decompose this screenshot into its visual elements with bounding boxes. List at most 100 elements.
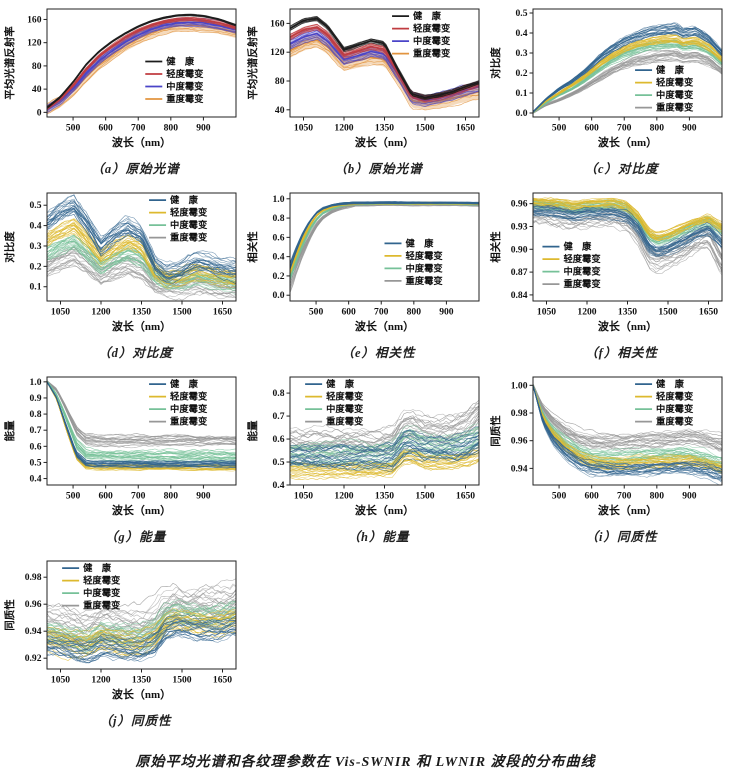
plot-area: [533, 22, 722, 114]
x-tick-label: 800: [650, 491, 665, 502]
y-axis-label: 能量: [3, 420, 16, 441]
legend-label: 中度霉变: [83, 587, 121, 599]
subplot-i-svg: 500 600 700 800 900 0.94 0.96 0.98 1.00 波长（nm） 同质性…: [489, 376, 723, 517]
y-tick-label: 120: [27, 38, 42, 49]
subplot-h-caption: （h）能量: [347, 530, 410, 544]
plot-area: [533, 383, 722, 485]
subplot-h-svg: 1050 1200 1350 1500 1650 0.4 0.5 0.6 0.7 0.8 波长（nm…: [246, 376, 480, 517]
y-tick-label: 40: [275, 105, 285, 116]
x-tick-label: 1500: [172, 307, 191, 318]
legend-label: 健 康: [656, 378, 685, 390]
x-tick-label: 500: [309, 307, 324, 318]
y-tick-label: 0.2: [516, 68, 528, 79]
legend-label: 中度霉变: [170, 219, 208, 231]
legend-label: 轻度霉变: [326, 391, 364, 403]
legend-label: 中度霉变: [656, 89, 694, 101]
x-tick-label: 1050: [537, 307, 556, 318]
x-tick-label: 700: [374, 307, 389, 318]
legend-label: 重度霉变: [413, 48, 451, 60]
y-axis-label: 能量: [246, 420, 259, 441]
subplot-g-caption: （g）能量: [104, 530, 167, 544]
x-tick-label: 1350: [375, 491, 394, 502]
y-tick-label: 120: [270, 47, 285, 58]
subplot-e: 500 600 700 800 900 0.0 0.2 0.4 0.6 0.8 1.0 波长（nm） 相…: [243, 186, 486, 370]
x-tick-label: 1200: [334, 491, 353, 502]
y-tick-label: 0.1: [30, 282, 42, 293]
y-tick-label: 40: [32, 84, 42, 95]
legend-label: 健 康: [170, 378, 199, 390]
legend-label: 中度霉变: [413, 35, 451, 47]
y-tick-label: 0.1: [516, 88, 528, 99]
x-tick-label: 700: [131, 491, 146, 502]
x-tick-label: 900: [196, 123, 211, 134]
y-tick-label: 0.94: [25, 626, 42, 637]
x-tick-label: 1650: [456, 491, 475, 502]
x-tick-label: 1050: [51, 675, 70, 686]
legend-label: 轻度霉变: [413, 23, 451, 35]
plot-area: [290, 201, 479, 293]
x-axis-label: 波长（nm）: [598, 319, 657, 333]
legend-label: 健 康: [406, 237, 435, 249]
subplot-d-svg: 1050 1200 1350 1500 1650 0.1 0.2 0.3 0.4 0.5 波长（nm…: [3, 192, 237, 333]
legend-label: 重度霉变: [326, 416, 364, 428]
subplot-j: 1050 1200 1350 1500 1650 0.92 0.94 0.96 0.98 波长（n…: [0, 554, 243, 738]
x-tick-label: 1200: [577, 307, 596, 318]
subplot-d: 1050 1200 1350 1500 1650 0.1 0.2 0.3 0.4 0.5 波长（nm…: [0, 186, 243, 370]
x-tick-label: 1200: [334, 123, 353, 134]
subplot-a-svg: 500 600 700 800 900 0 40 80 120 160 波长（nm） 平均光谱反射率 健…: [3, 8, 237, 149]
y-tick-label: 0.94: [511, 463, 528, 474]
y-tick-label: 0.93: [511, 221, 528, 232]
legend-label: 重度霉变: [83, 600, 121, 612]
y-axis-label: 平均光谱反射率: [3, 26, 16, 100]
legend-label: 中度霉变: [563, 266, 601, 278]
x-tick-label: 800: [407, 307, 422, 318]
subplot-b-caption: （b）原始光谱: [334, 162, 423, 176]
y-tick-label: 1.0: [30, 377, 42, 388]
x-tick-label: 1050: [51, 307, 70, 318]
x-tick-label: 800: [164, 123, 179, 134]
y-axis-label: 对比度: [489, 47, 502, 79]
subplot-e-svg: 500 600 700 800 900 0.0 0.2 0.4 0.6 0.8 1.0 波长（nm） 相…: [246, 192, 480, 333]
subplot-j-caption: （j）同质性: [99, 714, 172, 728]
y-tick-label: 0.4: [516, 28, 528, 39]
y-tick-label: 0.0: [273, 290, 285, 301]
x-tick-label: 500: [552, 123, 567, 134]
plot-area: [47, 380, 236, 472]
x-axis-label: 波长（nm）: [355, 503, 414, 517]
x-axis-label: 波长（nm）: [598, 135, 657, 149]
y-tick-label: 0.4: [30, 474, 42, 485]
y-tick-label: 160: [270, 18, 285, 29]
x-tick-label: 1500: [415, 123, 434, 134]
plot-area: [47, 13, 236, 115]
y-tick-label: 0.8: [273, 213, 285, 224]
legend-label: 重度霉变: [170, 416, 208, 428]
subplot-c-caption: （c）对比度: [584, 162, 659, 176]
y-tick-label: 0.9: [30, 393, 42, 404]
legend-label: 中度霉变: [326, 403, 364, 415]
y-tick-label: 0.7: [273, 411, 285, 422]
legend-label: 健 康: [83, 562, 112, 574]
subplot-j-svg: 1050 1200 1350 1500 1650 0.92 0.94 0.96 0.98 波长（n…: [3, 560, 237, 701]
legend-label: 健 康: [166, 56, 195, 68]
legend-label: 中度霉变: [170, 403, 208, 415]
y-tick-label: 80: [32, 61, 42, 72]
y-tick-label: 80: [275, 76, 285, 87]
y-axis-label: 同质性: [3, 599, 16, 631]
x-tick-label: 700: [617, 123, 632, 134]
x-tick-label: 900: [439, 307, 454, 318]
x-tick-label: 1050: [294, 491, 313, 502]
legend-label: 健 康: [656, 64, 685, 76]
x-tick-label: 1500: [415, 491, 434, 502]
subplot-c: 500 600 700 800 900 0.0 0.1 0.2 0.3 0.4 0.5 波长（nm） 对…: [486, 2, 729, 186]
subplot-g-svg: 500 600 700 800 900 0.4 0.5 0.6 0.7 0.8 0.9 1.0 波长（n…: [3, 376, 237, 517]
x-tick-label: 1650: [213, 675, 232, 686]
legend-label: 健 康: [563, 241, 592, 253]
charts-grid: 500 600 700 800 900 0 40 80 120 160 波长（nm） 平均光谱反射率健…: [0, 2, 729, 738]
y-tick-label: 0.84: [511, 290, 528, 301]
